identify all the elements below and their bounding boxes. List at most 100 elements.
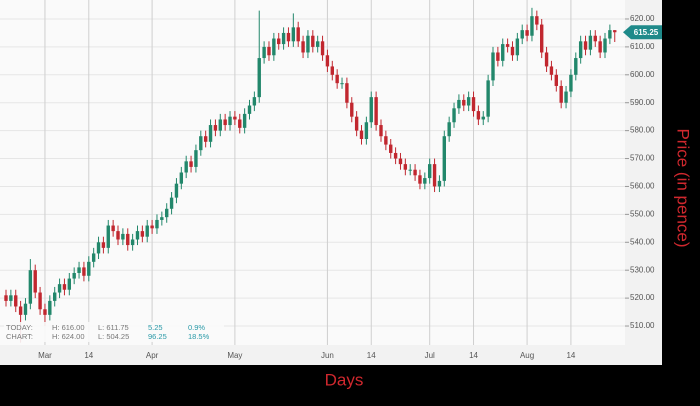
- candle-body: [423, 178, 427, 184]
- candle-body: [466, 97, 471, 106]
- candle-body: [4, 295, 8, 301]
- x-tick-label: 14: [84, 351, 93, 360]
- candle-body: [554, 74, 559, 86]
- candle-body: [238, 119, 242, 128]
- candle-body: [33, 270, 37, 293]
- candle-body: [242, 113, 247, 128]
- candle-body: [608, 30, 612, 39]
- stat-change-pct: 18.5%: [188, 332, 210, 341]
- candle-body: [330, 66, 334, 75]
- candle-body: [427, 164, 432, 179]
- candle-body: [228, 116, 232, 126]
- x-tick-label: Aug: [520, 351, 534, 360]
- candle-body: [57, 284, 62, 293]
- price-badge-label: 615.25: [634, 28, 659, 37]
- candle-body: [501, 44, 505, 61]
- candle-body: [38, 292, 42, 310]
- candle-body: [252, 97, 257, 106]
- candle-body: [218, 119, 222, 131]
- axis-background: [0, 345, 662, 365]
- candle-body: [530, 16, 534, 36]
- y-tick-label: 530.00: [630, 265, 655, 274]
- candle-body: [179, 172, 184, 184]
- candle-body: [272, 38, 276, 56]
- candle-body: [121, 233, 125, 240]
- candle-body: [48, 300, 52, 315]
- candle-body: [267, 46, 271, 56]
- x-tick-label: 14: [566, 351, 575, 360]
- candle-body: [496, 52, 500, 61]
- stat-label: TODAY:: [6, 323, 33, 332]
- x-tick-label: Mar: [38, 351, 52, 360]
- candle-body: [111, 225, 115, 232]
- candle-body: [549, 66, 554, 75]
- candle-body: [247, 105, 252, 114]
- candle-body: [598, 41, 602, 53]
- y-axis-label: Price (in pence): [674, 128, 693, 247]
- candle-body: [286, 32, 291, 42]
- candle-body: [23, 303, 28, 315]
- candle-body: [311, 35, 315, 47]
- x-tick-label: 14: [469, 351, 478, 360]
- candle-body: [613, 30, 617, 33]
- stat-high: H: 624.00: [52, 332, 85, 341]
- y-tick-label: 570.00: [630, 154, 655, 163]
- candle-body: [350, 102, 354, 117]
- candle-body: [174, 183, 179, 198]
- candle-body: [583, 41, 588, 50]
- candle-body: [140, 231, 145, 237]
- candle-body: [160, 217, 164, 220]
- candle-body: [486, 80, 490, 117]
- y-tick-label: 600.00: [630, 70, 655, 79]
- candle-body: [408, 169, 412, 171]
- candle-body: [199, 136, 203, 151]
- y-tick-label: 620.00: [630, 14, 655, 23]
- candle-body: [184, 161, 188, 173]
- candle-body: [354, 116, 359, 131]
- candle-body: [398, 158, 403, 165]
- candle-body: [77, 267, 81, 273]
- candle-body: [359, 130, 364, 140]
- stat-low: L: 504.25: [98, 332, 129, 341]
- candle-body: [189, 161, 193, 167]
- candle-body: [18, 306, 23, 315]
- candle-body: [91, 253, 96, 262]
- candle-body: [384, 136, 388, 145]
- candle-body: [325, 55, 330, 67]
- candle-body: [72, 272, 76, 279]
- x-tick-label: 14: [367, 351, 376, 360]
- axis-background: [625, 0, 662, 365]
- stat-change: 96.25: [148, 332, 167, 341]
- candle-body: [471, 97, 476, 112]
- candle-body: [28, 270, 33, 304]
- candle-body: [130, 239, 135, 246]
- x-axis-label: Days: [325, 370, 364, 389]
- y-tick-label: 510.00: [630, 321, 655, 330]
- candle-body: [87, 261, 91, 276]
- candle-body: [291, 27, 296, 42]
- candle-body: [306, 35, 310, 53]
- candle-body: [393, 152, 398, 159]
- candle-body: [194, 150, 198, 167]
- candle-body: [96, 242, 101, 254]
- candle-body: [364, 122, 369, 140]
- candle-body: [145, 225, 149, 237]
- y-tick-label: 560.00: [630, 182, 655, 191]
- candle-body: [208, 125, 213, 142]
- candle-body: [169, 197, 174, 209]
- candle-body: [135, 231, 140, 240]
- x-tick-label: Apr: [146, 351, 159, 360]
- candle-body: [213, 125, 218, 131]
- candle-body: [432, 164, 437, 187]
- candle-body: [116, 231, 120, 240]
- candle-body: [535, 16, 539, 25]
- candle-body: [379, 125, 383, 137]
- candle-body: [315, 41, 320, 47]
- candle-body: [564, 91, 568, 103]
- candle-body: [491, 52, 495, 81]
- candle-body: [462, 99, 466, 106]
- stat-low: L: 611.75: [98, 323, 129, 332]
- candle-body: [165, 208, 169, 218]
